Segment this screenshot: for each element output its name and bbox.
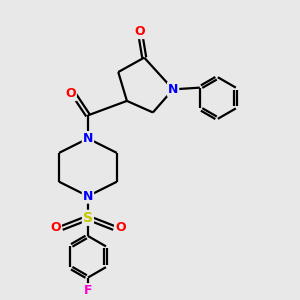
Text: O: O bbox=[115, 221, 126, 234]
Text: N: N bbox=[168, 83, 178, 96]
Text: O: O bbox=[50, 221, 61, 234]
Text: N: N bbox=[83, 132, 93, 145]
Text: F: F bbox=[84, 284, 92, 297]
Text: S: S bbox=[83, 211, 93, 225]
Text: O: O bbox=[135, 25, 145, 38]
Text: O: O bbox=[65, 87, 76, 100]
Text: N: N bbox=[83, 190, 93, 203]
